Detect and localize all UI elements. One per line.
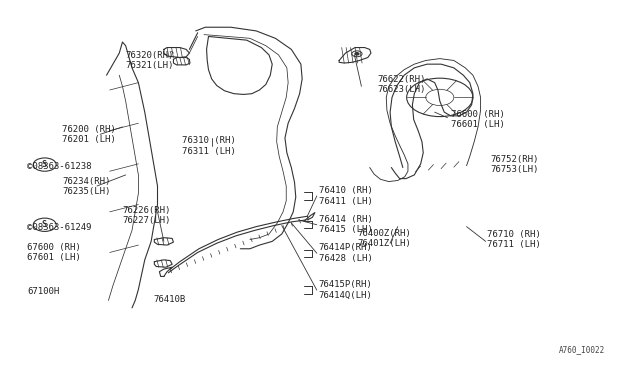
Circle shape <box>355 53 359 55</box>
Text: 76310 (RH)
76311 (LH): 76310 (RH) 76311 (LH) <box>182 137 236 156</box>
Text: 76200 (RH)
76201 (LH): 76200 (RH) 76201 (LH) <box>62 125 116 144</box>
Text: 76410B: 76410B <box>153 295 186 304</box>
Text: 76410 (RH)
76411 (LH): 76410 (RH) 76411 (LH) <box>319 186 372 206</box>
Text: S: S <box>42 160 47 169</box>
Text: 76414P(RH)
76428 (LH): 76414P(RH) 76428 (LH) <box>319 244 372 263</box>
Text: 67100H: 67100H <box>27 287 59 296</box>
Text: 76226(RH)
76227(LH): 76226(RH) 76227(LH) <box>122 206 171 225</box>
Text: 76622(RH)
76623(LH): 76622(RH) 76623(LH) <box>378 75 426 94</box>
Text: ©08363-61238: ©08363-61238 <box>27 162 92 171</box>
Text: 76414 (RH)
76415 (LH): 76414 (RH) 76415 (LH) <box>319 215 372 234</box>
Text: 67600 (RH)
67601 (LH): 67600 (RH) 67601 (LH) <box>27 243 81 262</box>
Text: 76400Z(RH)
76401Z(LH): 76400Z(RH) 76401Z(LH) <box>357 229 411 248</box>
Text: 76600 (RH)
76601 (LH): 76600 (RH) 76601 (LH) <box>451 110 505 129</box>
Text: S: S <box>42 220 47 229</box>
Text: A760_I0022: A760_I0022 <box>559 345 605 354</box>
Text: 76710 (RH)
76711 (LH): 76710 (RH) 76711 (LH) <box>487 230 541 249</box>
Text: 76234(RH)
76235(LH): 76234(RH) 76235(LH) <box>62 177 110 196</box>
Text: 76415P(RH)
76414Q(LH): 76415P(RH) 76414Q(LH) <box>319 280 372 300</box>
Text: 76320(RH)
76321(LH): 76320(RH) 76321(LH) <box>125 51 174 70</box>
Text: ©08363-61249: ©08363-61249 <box>27 223 92 232</box>
Text: 76752(RH)
76753(LH): 76752(RH) 76753(LH) <box>491 155 539 174</box>
